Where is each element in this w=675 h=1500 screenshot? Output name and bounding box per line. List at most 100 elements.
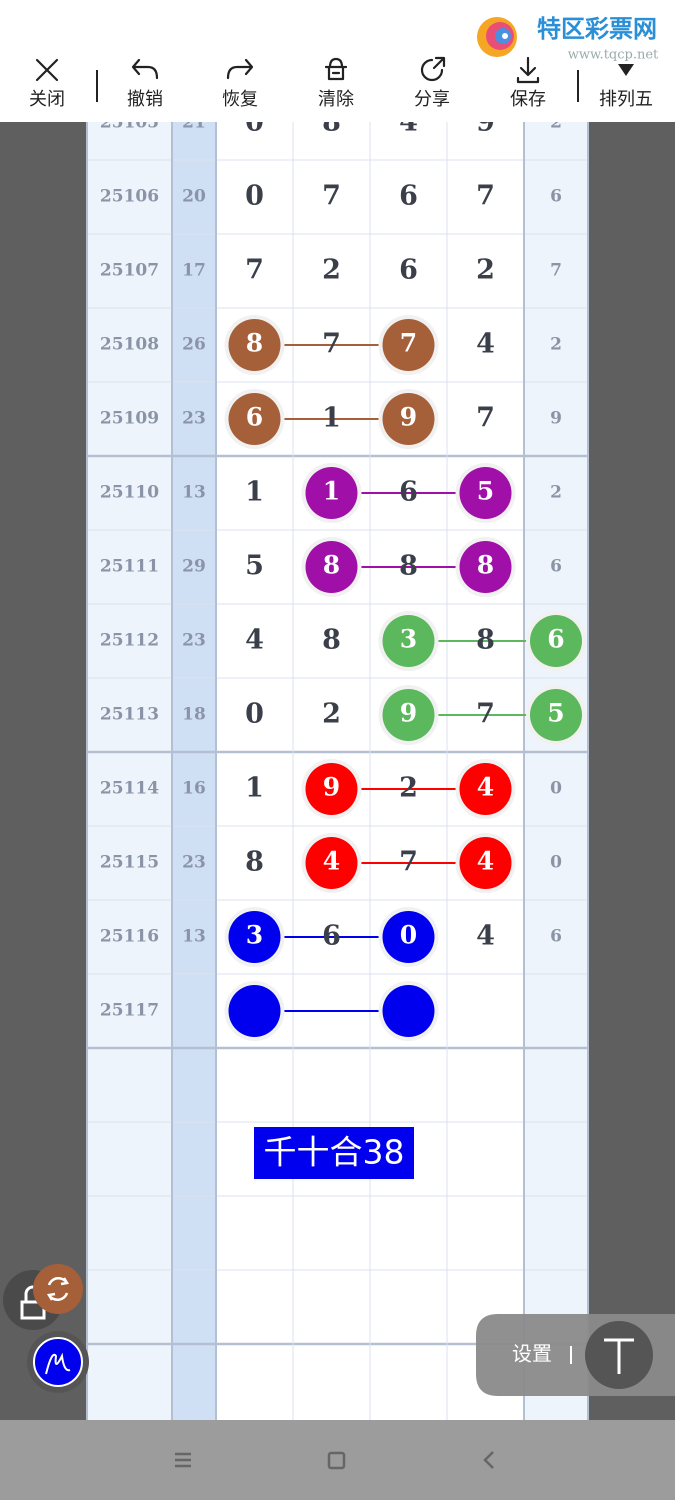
digit: 9 bbox=[476, 107, 495, 138]
issue: 25116 bbox=[100, 927, 159, 947]
digit: 2 bbox=[322, 699, 341, 730]
tail: 6 bbox=[550, 187, 562, 207]
settings-label[interactable]: 设置 bbox=[512, 1342, 552, 1366]
ball bbox=[228, 985, 281, 1037]
toolbar-label[interactable]: 保存 bbox=[510, 89, 546, 110]
toolbar bbox=[0, 0, 675, 122]
digit: 7 bbox=[400, 329, 417, 358]
digit: 8 bbox=[322, 107, 341, 138]
issue: 25105 bbox=[100, 113, 159, 133]
tail: 2 bbox=[550, 113, 562, 133]
digit: 0 bbox=[245, 107, 264, 138]
tail: 2 bbox=[550, 335, 562, 355]
digit: 4 bbox=[476, 921, 495, 952]
toolbar-label[interactable]: 恢复 bbox=[222, 89, 258, 110]
toolbar-label[interactable]: 关闭 bbox=[29, 89, 65, 110]
issue: 25108 bbox=[100, 335, 159, 355]
tail: 7 bbox=[550, 261, 562, 281]
annotation-box: 千十合38 bbox=[254, 1127, 414, 1179]
ball bbox=[305, 837, 358, 889]
digit: 0 bbox=[245, 181, 264, 212]
digit: 4 bbox=[476, 329, 495, 360]
toolbar-label[interactable]: 分享 bbox=[414, 89, 450, 110]
issue: 25106 bbox=[100, 187, 159, 207]
toolbar-label[interactable]: 清除 bbox=[318, 89, 354, 110]
ball bbox=[228, 393, 281, 445]
digit: 6 bbox=[399, 477, 418, 508]
sum: 13 bbox=[182, 483, 206, 503]
digit: 1 bbox=[323, 477, 340, 506]
digit: 7 bbox=[245, 255, 264, 286]
tail: 0 bbox=[550, 853, 562, 873]
sum: 13 bbox=[182, 927, 206, 947]
issue-col bbox=[87, 122, 172, 1420]
digit: 4 bbox=[477, 847, 494, 876]
ball bbox=[382, 393, 435, 445]
ball bbox=[530, 689, 582, 741]
digit: 9 bbox=[400, 403, 417, 432]
sum: 16 bbox=[182, 779, 206, 799]
logo-url: www.tqcp.net bbox=[568, 48, 659, 63]
digit: 2 bbox=[322, 255, 341, 286]
ball bbox=[530, 615, 582, 667]
ball bbox=[382, 985, 435, 1037]
issue: 25115 bbox=[100, 853, 159, 873]
settings-pill[interactable]: 设置 bbox=[476, 1314, 675, 1396]
tail: 2 bbox=[550, 483, 562, 503]
annotation: 千十合38 bbox=[264, 1133, 405, 1172]
digit: 0 bbox=[245, 699, 264, 730]
ball bbox=[459, 467, 512, 519]
digit: 7 bbox=[322, 329, 341, 360]
sum: 23 bbox=[182, 409, 206, 429]
tail-col bbox=[524, 122, 588, 1420]
digit: 8 bbox=[476, 625, 495, 656]
tail: 6 bbox=[550, 927, 562, 947]
nav-bar bbox=[0, 1420, 675, 1500]
sum-col bbox=[172, 122, 216, 1420]
digit: 7 bbox=[476, 699, 495, 730]
toolbar-icons bbox=[35, 17, 634, 102]
sum: 23 bbox=[182, 631, 206, 651]
ball bbox=[382, 689, 435, 741]
digit: 5 bbox=[477, 477, 494, 506]
nav-buttons[interactable] bbox=[175, 1451, 494, 1470]
tail: 9 bbox=[550, 409, 562, 429]
digit: 4 bbox=[323, 847, 340, 876]
issue: 25107 bbox=[100, 261, 159, 281]
toolbar-label[interactable]: 排列五 bbox=[599, 89, 653, 110]
digit: 7 bbox=[476, 181, 495, 212]
floating-tools[interactable] bbox=[3, 1264, 89, 1393]
tail: 5 bbox=[547, 699, 564, 728]
digit: 8 bbox=[245, 847, 264, 878]
sum: 18 bbox=[182, 705, 206, 725]
ball bbox=[305, 467, 358, 519]
digit: 1 bbox=[245, 477, 264, 508]
sum: 23 bbox=[182, 853, 206, 873]
digit: 7 bbox=[476, 403, 495, 434]
digit: 8 bbox=[323, 551, 340, 580]
digit: 2 bbox=[476, 255, 495, 286]
digit: 6 bbox=[246, 403, 263, 432]
ball bbox=[459, 541, 512, 593]
tail: 6 bbox=[550, 557, 562, 577]
digit: 3 bbox=[246, 921, 263, 950]
issue: 25111 bbox=[100, 557, 159, 577]
issue: 25114 bbox=[100, 779, 159, 799]
sum: 20 bbox=[182, 187, 206, 207]
digit: 4 bbox=[399, 107, 418, 138]
toolbar-label[interactable]: 撤销 bbox=[127, 89, 163, 110]
tail: 6 bbox=[547, 625, 564, 654]
digit: 0 bbox=[400, 921, 417, 950]
digit: 7 bbox=[322, 181, 341, 212]
digit: 5 bbox=[245, 551, 264, 582]
issue: 25117 bbox=[100, 1001, 159, 1021]
sum: 29 bbox=[182, 557, 206, 577]
ball bbox=[228, 911, 281, 963]
sum: 17 bbox=[182, 261, 206, 281]
sum: 21 bbox=[182, 113, 206, 133]
digit: 8 bbox=[399, 551, 418, 582]
issue: 25112 bbox=[100, 631, 159, 651]
digit: 9 bbox=[400, 699, 417, 728]
